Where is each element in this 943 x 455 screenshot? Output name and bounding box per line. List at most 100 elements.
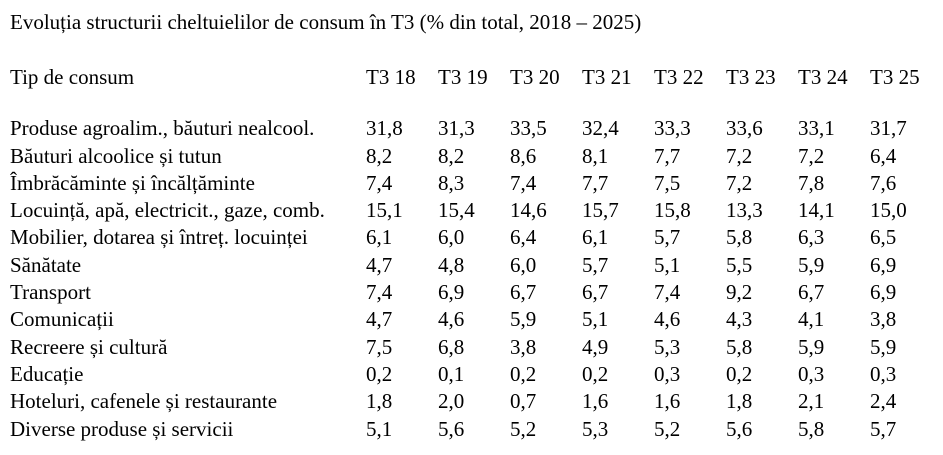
column-header-tip-de-consum: Tip de consum <box>10 65 135 89</box>
cell-value: 31,3 <box>438 116 475 141</box>
row-label: Recreere și cultură <box>10 334 168 359</box>
cell-value: 6,1 <box>582 225 609 250</box>
cell-value: 15,7 <box>582 198 619 223</box>
cell-value: 6,9 <box>438 280 465 305</box>
cell-value: 6,7 <box>582 280 609 305</box>
cell-value: 7,4 <box>510 170 537 195</box>
column-header-t3-19: T3 19 <box>438 65 488 89</box>
cell-value: 6,9 <box>870 252 897 277</box>
cell-value: 5,9 <box>798 252 825 277</box>
cell-value: 5,3 <box>654 334 681 359</box>
cell-value: 6,8 <box>438 334 465 359</box>
table-row: Diverse produse și servicii 5,1 5,6 5,2 5,3 5… <box>10 416 938 443</box>
cell-value: 6,9 <box>870 280 897 305</box>
cell-value: 15,0 <box>870 198 907 223</box>
cell-value: 5,8 <box>798 416 825 441</box>
row-label: Hoteluri, cafenele și restaurante <box>10 389 278 414</box>
cell-value: 13,3 <box>726 198 763 223</box>
cell-value: 1,8 <box>366 389 393 414</box>
cell-value: 6,7 <box>510 280 537 305</box>
cell-value: 7,7 <box>654 143 681 168</box>
table-row: Produse agroalim., băuturi nealcool. 31,8… <box>10 115 938 142</box>
row-label: Transport <box>10 280 91 305</box>
cell-value: 5,1 <box>366 416 393 441</box>
cell-value: 0,1 <box>438 361 465 386</box>
cell-value: 5,3 <box>582 416 609 441</box>
row-label: Produse agroalim., băuturi nealcool. <box>10 116 315 141</box>
cell-value: 7,6 <box>870 170 897 195</box>
cell-value: 2,0 <box>438 389 465 414</box>
cell-value: 4,6 <box>654 307 681 332</box>
cell-value: 31,8 <box>366 116 403 141</box>
cell-value: 5,5 <box>726 252 753 277</box>
cell-value: 4,3 <box>726 307 753 332</box>
cell-value: 33,5 <box>510 116 547 141</box>
cell-value: 32,4 <box>582 116 619 141</box>
cell-value: 15,8 <box>654 198 691 223</box>
cell-value: 7,8 <box>798 170 825 195</box>
column-header-t3-18: T3 18 <box>366 65 416 89</box>
cell-value: 7,4 <box>654 280 681 305</box>
cell-value: 5,1 <box>582 307 609 332</box>
row-label: Locuință, apă, electricit., gaze, comb. <box>10 198 325 223</box>
column-header-t3-25: T3 25 <box>870 65 920 89</box>
column-header-t3-23: T3 23 <box>726 65 776 89</box>
cell-value: 0,7 <box>510 389 537 414</box>
row-label: Mobilier, dotarea și întreț. locuinței <box>10 225 308 250</box>
table-row: Mobilier, dotarea și întreț. locuinței 6,… <box>10 224 938 251</box>
table-row: Îmbrăcăminte și încălțăminte 7,4 8,3 7,4 7,7… <box>10 170 938 197</box>
cell-value: 6,1 <box>366 225 393 250</box>
cell-value: 0,2 <box>510 361 537 386</box>
cell-value: 2,4 <box>870 389 897 414</box>
cell-value: 0,2 <box>366 361 393 386</box>
cell-value: 8,3 <box>438 170 465 195</box>
cell-value: 33,3 <box>654 116 691 141</box>
cell-value: 2,1 <box>798 389 825 414</box>
cell-value: 31,7 <box>870 116 907 141</box>
cell-value: 1,6 <box>654 389 681 414</box>
table-row: Educație 0,2 0,1 0,2 0,2 0,3 0,2 0,3 0,3 <box>10 361 938 388</box>
cell-value: 7,2 <box>798 143 825 168</box>
table-row: Sănătate 4,7 4,8 6,0 5,7 5,1 5,5 5,9 6,9 <box>10 252 938 279</box>
cell-value: 8,1 <box>582 143 609 168</box>
cell-value: 5,9 <box>870 334 897 359</box>
cell-value: 0,3 <box>798 361 825 386</box>
cell-value: 15,1 <box>366 198 403 223</box>
cell-value: 4,6 <box>438 307 465 332</box>
cell-value: 5,1 <box>654 252 681 277</box>
column-header-t3-21: T3 21 <box>582 65 632 89</box>
column-header-t3-24: T3 24 <box>798 65 848 89</box>
cell-value: 14,6 <box>510 198 547 223</box>
table-header-row: Tip de consum T3 18 T3 19 T3 20 T3 21 T3… <box>10 64 938 115</box>
cell-value: 5,8 <box>726 225 753 250</box>
cell-value: 6,4 <box>870 143 897 168</box>
table-body: Produse agroalim., băuturi nealcool. 31,8… <box>10 115 938 443</box>
cell-value: 6,5 <box>870 225 897 250</box>
cell-value: 6,0 <box>510 252 537 277</box>
cell-value: 5,9 <box>510 307 537 332</box>
cell-value: 6,4 <box>510 225 537 250</box>
cell-value: 0,2 <box>726 361 753 386</box>
cell-value: 9,2 <box>726 280 753 305</box>
cell-value: 4,9 <box>582 334 609 359</box>
cell-value: 0,3 <box>654 361 681 386</box>
cell-value: 7,4 <box>366 170 393 195</box>
cell-value: 1,6 <box>582 389 609 414</box>
cell-value: 1,8 <box>726 389 753 414</box>
cell-value: 7,2 <box>726 170 753 195</box>
cell-value: 15,4 <box>438 198 475 223</box>
cell-value: 4,8 <box>438 252 465 277</box>
cell-value: 6,7 <box>798 280 825 305</box>
cell-value: 8,6 <box>510 143 537 168</box>
cell-value: 5,2 <box>510 416 537 441</box>
cell-value: 5,7 <box>582 252 609 277</box>
cell-value: 5,9 <box>798 334 825 359</box>
row-label: Comunicații <box>10 307 114 332</box>
row-label: Băuturi alcoolice și tutun <box>10 143 222 168</box>
cell-value: 5,6 <box>438 416 465 441</box>
cell-value: 7,7 <box>582 170 609 195</box>
cell-value: 8,2 <box>366 143 393 168</box>
table-row: Hoteluri, cafenele și restaurante 1,8 2,0 0… <box>10 388 938 415</box>
consumption-structure-table: Tip de consum T3 18 T3 19 T3 20 T3 21 T3… <box>10 64 938 443</box>
row-label: Sănătate <box>10 252 82 277</box>
